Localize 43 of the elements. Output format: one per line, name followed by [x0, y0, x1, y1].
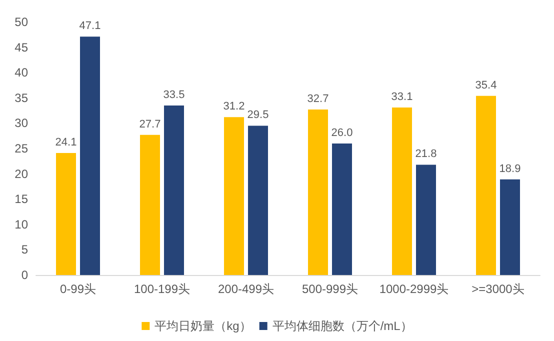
data-label: 24.1 — [55, 136, 77, 149]
x-tick-label: 200-499头 — [218, 282, 274, 296]
bar — [392, 108, 412, 275]
data-label: 47.1 — [79, 20, 101, 32]
bar — [476, 96, 496, 275]
x-tick-label: 500-999头 — [302, 282, 358, 296]
bar — [248, 126, 268, 275]
legend-label: 平均体细胞数（万个/mL） — [272, 319, 412, 333]
bar — [332, 143, 352, 275]
y-tick-label: 20 — [14, 166, 28, 181]
y-tick-label: 15 — [14, 192, 28, 206]
legend-label: 平均日奶量（kg） — [154, 319, 252, 333]
bar — [164, 105, 184, 275]
bar — [224, 117, 244, 275]
data-label: 32.7 — [307, 93, 329, 106]
x-tick-label: 1000-2999头 — [379, 282, 449, 296]
data-label: 18.9 — [499, 162, 521, 175]
data-label: 35.4 — [475, 79, 497, 92]
data-label: 21.8 — [415, 148, 437, 160]
y-tick-label: 45 — [14, 40, 28, 54]
bar — [308, 110, 328, 275]
y-tick-label: 35 — [14, 90, 28, 105]
x-tick-label: 100-199头 — [134, 282, 190, 296]
bar — [56, 153, 76, 275]
bar — [500, 179, 520, 275]
data-label: 27.7 — [139, 118, 161, 130]
y-tick-label: 0 — [21, 268, 28, 282]
y-tick-label: 5 — [21, 242, 28, 257]
data-label: 29.5 — [247, 109, 269, 122]
y-tick-label: 25 — [14, 142, 28, 156]
data-label: 33.1 — [391, 91, 413, 104]
x-tick-label: 0-99头 — [60, 282, 96, 296]
x-tick-label: >=3000头 — [472, 282, 524, 296]
y-tick-label: 40 — [14, 66, 28, 80]
data-label: 33.5 — [163, 88, 185, 101]
y-tick-label: 50 — [14, 15, 28, 29]
bar — [80, 36, 100, 275]
data-label: 26.0 — [331, 126, 353, 139]
y-tick-label: 10 — [14, 217, 28, 232]
y-tick-label: 30 — [14, 116, 28, 130]
bar — [416, 164, 436, 275]
bar — [140, 134, 160, 275]
data-label: 31.2 — [223, 100, 245, 113]
